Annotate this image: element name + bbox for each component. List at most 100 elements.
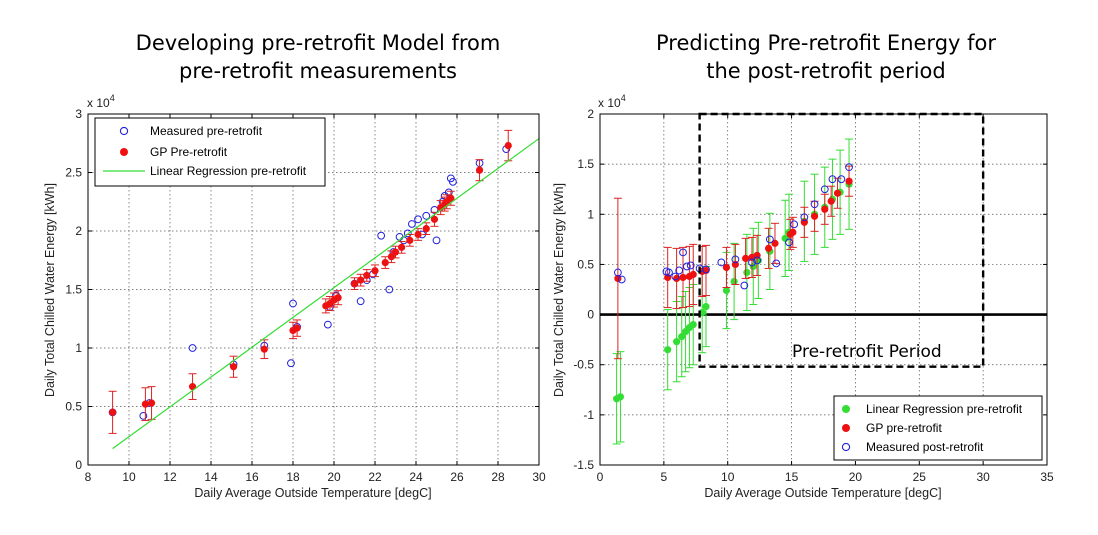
chart-left-y-multiplier: x 104 — [87, 93, 115, 110]
chart-right-measured-post-retrofit-point — [820, 185, 829, 194]
chart-left-gp-pre-retrofit-point — [357, 276, 365, 284]
chart-right-gp-pre-retrofit-point — [845, 177, 853, 185]
chart-right: Predicting Pre-retrofit Energy for the p… — [552, 31, 1054, 500]
chart-right-y-tick-label: 0.5 — [577, 257, 594, 271]
chart-left-measured-pre-retrofit-point — [414, 215, 422, 224]
chart-left-gp-pre-retrofit-point — [391, 248, 400, 256]
chart-left-measured-pre-retrofit-point — [422, 211, 431, 220]
chart-left-legend-gp-swatch — [120, 148, 128, 156]
chart-right-measured-post-retrofit-point — [682, 262, 691, 271]
chart-left-gp-pre-retrofit-point — [475, 166, 484, 174]
chart-right-measured-post-retrofit-point — [740, 281, 749, 290]
chart-left-x-tick-label: 8 — [85, 470, 92, 484]
chart-right-gp-pre-retrofit-point — [833, 189, 842, 197]
chart-left-measured-pre-retrofit-point — [385, 285, 394, 294]
chart-right-measured-post-retrofit-point — [772, 259, 781, 268]
chart-left-gp-pre-retrofit-point — [447, 194, 455, 202]
chart-right-legend: Linear Regression pre-retrofit GP pre-re… — [833, 395, 1043, 461]
chart-right-linear-regression-pre-retrofit-point — [702, 302, 710, 311]
chart-left-gp-pre-retrofit-point — [430, 215, 439, 223]
chart-right-measured-post-retrofit-point — [617, 275, 626, 284]
chart-right-legend-measured-swatch — [841, 442, 851, 452]
chart-left-gp-pre-retrofit-point — [406, 236, 414, 244]
chart-right-measured-post-retrofit-point — [800, 213, 809, 222]
chart-right-ticks: 0 5 10 15 20 25 30 35 -1.5 -1 -0.5 0 0.5 1 1.5 2 — [573, 107, 1054, 484]
chart-right-y-tick-label: -0.5 — [573, 358, 594, 372]
chart-left-measured-pre-retrofit-point — [449, 177, 457, 186]
chart-left-legend-measured-label: Measured pre-retrofit — [150, 124, 263, 138]
chart-left-gp-pre-retrofit-point — [260, 345, 268, 353]
chart-left-gp-pre-retrofit-point — [334, 294, 342, 302]
chart-right-y-tick-label: 2 — [587, 107, 594, 121]
chart-left-measured-pre-retrofit-point — [377, 231, 386, 240]
chart-right-x-tick-label: 25 — [913, 470, 927, 484]
chart-right-measured-post-retrofit-point — [748, 258, 756, 267]
chart-right-x-tick-label: 5 — [661, 470, 668, 484]
chart-right-measured-post-retrofit-point — [828, 175, 837, 184]
chart-left-x-tick-label: 18 — [286, 470, 300, 484]
chart-right-x-axis-label: Daily Average Outside Temperature [degC] — [704, 486, 941, 500]
chart-left-gp-pre-retrofit-point — [371, 267, 379, 275]
chart-right-measured-post-retrofit-point — [785, 238, 793, 247]
chart-right-linear-regression-pre-retrofit-point — [689, 321, 697, 329]
chart-left-measured-pre-retrofit-point — [287, 359, 295, 368]
chart-left-x-tick-label: 26 — [450, 470, 464, 484]
chart-right-legend-linreg-label: Linear Regression pre-retrofit — [866, 402, 1023, 416]
chart-left-measured-pre-retrofit-point — [403, 229, 412, 238]
chart-right-x-tick-label: 15 — [785, 470, 799, 484]
pre-retrofit-period-box — [698, 112, 985, 368]
chart-right-linear-regression-pre-retrofit-point — [743, 268, 751, 277]
chart-right-legend-box — [833, 395, 1043, 461]
chart-left-gp-pre-retrofit-point — [363, 271, 371, 280]
chart-left-gp-pre-retrofit-point — [381, 258, 389, 267]
chart-right-title-line-2: the post-retrofit period — [706, 59, 945, 83]
chart-right-measured-post-retrofit-point — [671, 272, 680, 281]
chart-left-gp-pre-retrofit-point — [188, 383, 197, 391]
chart-left-x-tick-label: 22 — [368, 470, 382, 484]
chart-left-gp-pre-retrofit-point — [398, 243, 406, 251]
chart-left-measured-pre-retrofit-point — [188, 344, 197, 352]
chart-right-y-tick-label: 0 — [587, 308, 594, 322]
chart-right-y-axis-label: Daily Total Chilled Water Energy [kWh] — [552, 183, 566, 397]
chart-right-measured-post-retrofit-point — [686, 261, 695, 270]
chart-left-legend-box — [94, 117, 326, 187]
chart-right-x-tick-label: 30 — [976, 470, 990, 484]
chart-right-gp-pre-retrofit-point — [771, 239, 779, 247]
chart-right-measured-post-retrofit-point — [679, 248, 687, 257]
chart-left-title-line-1: Developing pre-retrofit Model from — [136, 31, 501, 55]
chart-right-x-tick-label: 0 — [597, 470, 604, 484]
chart-right-x-tick-label: 20 — [849, 470, 863, 484]
chart-left-gp-pre-retrofit-point — [414, 230, 422, 239]
chart-right-measured-post-retrofit-point — [731, 255, 740, 264]
chart-right-measured-post-retrofit-point — [675, 266, 684, 275]
chart-right-legend-measured-label: Measured post-retrofit — [866, 440, 984, 454]
chart-right-measured-post-retrofit-point — [790, 220, 799, 229]
chart-left-y-axis-label: Daily Total Chilled Water Energy [kWh] — [43, 183, 57, 397]
chart-right-y-tick-label: 1.5 — [577, 157, 594, 171]
chart-left-measured-pre-retrofit-point — [356, 297, 365, 306]
chart-right-title-line-1: Predicting Pre-retrofit Energy for — [656, 31, 996, 55]
chart-left-y-tick-label: 1.5 — [65, 283, 82, 297]
chart-right-x-tick-label: 35 — [1040, 470, 1054, 484]
chart-right-measured-post-retrofit-point — [702, 265, 710, 274]
chart-left-measured-pre-retrofit-point — [408, 220, 416, 228]
chart-right-linear-regression-pre-retrofit-point — [664, 346, 672, 354]
chart-left-y-tick-label: 3 — [75, 107, 82, 121]
chart-left-y-tick-label: 0.5 — [65, 400, 82, 414]
chart-right-legend-gp-swatch — [842, 424, 850, 432]
chart-left-y-tick-label: 2.5 — [65, 166, 82, 180]
chart-right-legend-linreg-swatch — [842, 405, 850, 413]
chart-left-ticks: 8 10 12 14 16 18 20 22 24 26 28 30 0 0.5 1 1.5 2 2.5 3 — [65, 107, 546, 484]
chart-right-axes-frame — [599, 113, 1048, 466]
chart-left-measured-pre-retrofit-point — [289, 299, 297, 308]
chart-left-title-line-2: pre-retrofit measurements — [179, 59, 457, 83]
chart-left-gp-pre-retrofit-point — [109, 408, 117, 416]
chart-right-gp-pre-retrofit-point — [827, 197, 835, 205]
chart-left-linear-regression-pre-retrofit-line — [112, 138, 540, 450]
chart-right-y-multiplier: x 104 — [598, 93, 626, 110]
chart-left-x-tick-label: 28 — [491, 470, 505, 484]
chart-left-legend: Measured pre-retrofit GP Pre-retrofit Li… — [94, 117, 326, 187]
chart-left-gp-pre-retrofit-point — [229, 363, 238, 371]
chart-left-legend-linreg-label: Linear Regression pre-retrofit — [150, 164, 307, 178]
chart-right-gp-pre-retrofit-point — [810, 212, 819, 220]
